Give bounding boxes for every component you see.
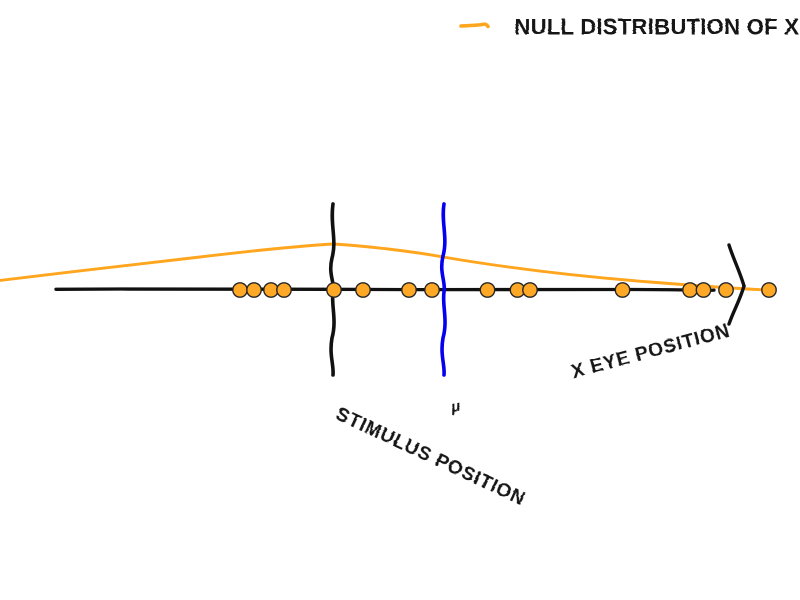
svg-text:STIMULUS POSITION: STIMULUS POSITION xyxy=(332,403,528,509)
svg-text:X EYE POSITION: X EYE POSITION xyxy=(569,320,732,383)
svg-text:μ: μ xyxy=(449,398,462,416)
svg-text:NULL DISTRIBUTION OF X: NULL DISTRIBUTION OF X xyxy=(514,14,799,39)
